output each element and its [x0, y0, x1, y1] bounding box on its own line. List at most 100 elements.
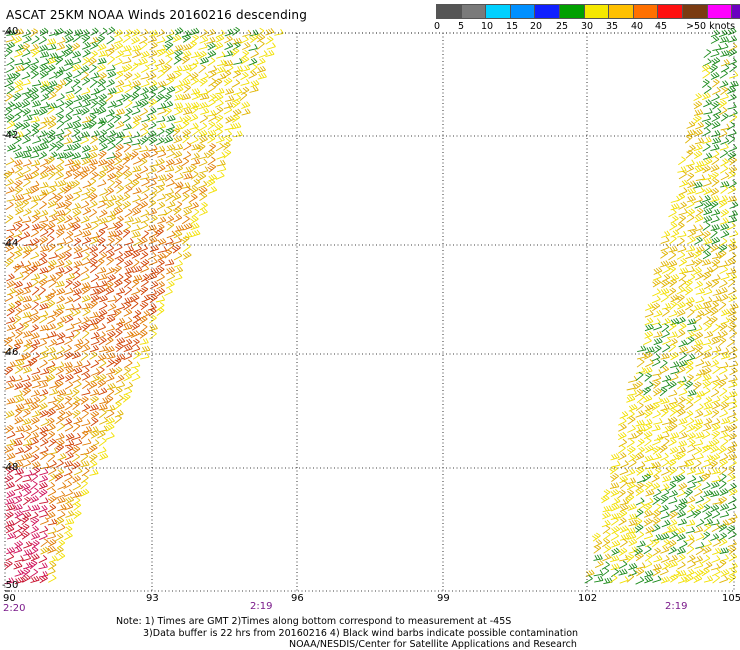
wind-barb	[46, 481, 55, 491]
wind-barb	[90, 232, 100, 239]
wind-barb	[728, 562, 738, 570]
wind-barb	[107, 55, 115, 65]
wind-barb	[233, 58, 243, 65]
wind-barb	[250, 79, 260, 88]
wind-barb	[131, 36, 140, 45]
wind-barb	[695, 287, 705, 295]
wind-barb	[215, 171, 225, 180]
wind-barb	[191, 34, 199, 44]
wind-barb	[695, 503, 704, 512]
wind-barb	[98, 93, 107, 102]
wind-barb	[703, 316, 712, 325]
lon-label: 96	[291, 593, 304, 604]
wind-barb	[72, 108, 82, 116]
wind-barb	[40, 165, 48, 175]
wind-barb	[686, 195, 696, 203]
wind-barb	[719, 431, 729, 439]
wind-barb	[88, 113, 97, 123]
wind-barb	[718, 374, 728, 382]
wind-barb	[686, 374, 694, 384]
wind-barb	[72, 280, 82, 290]
wind-barb	[653, 337, 663, 346]
wind-barb	[712, 107, 722, 116]
wind-barb	[38, 222, 48, 232]
wind-barb	[113, 157, 123, 166]
wind-barb	[165, 48, 175, 57]
wind-barb	[157, 252, 167, 261]
wind-barb	[140, 87, 149, 96]
wind-barb	[81, 122, 91, 130]
wind-barb	[149, 330, 157, 340]
wind-barb	[702, 546, 712, 555]
wind-barb	[678, 351, 687, 361]
wind-barb	[644, 330, 654, 339]
wind-barb	[611, 547, 621, 556]
wind-barb	[113, 151, 123, 160]
wind-barb	[183, 71, 191, 81]
wind-barb	[39, 101, 50, 109]
wind-barb	[661, 467, 670, 476]
wind-barb	[728, 144, 738, 153]
wind-barb	[660, 397, 670, 405]
wind-barb-swaths	[3, 26, 739, 585]
wind-barb	[660, 352, 670, 360]
wind-barb	[107, 330, 116, 340]
wind-barb	[29, 511, 39, 520]
wind-barb	[644, 575, 654, 584]
wind-barb	[678, 322, 687, 331]
wind-barb	[684, 380, 693, 390]
wind-barb	[166, 149, 175, 159]
wind-barb	[132, 72, 141, 81]
wind-barb	[669, 530, 678, 540]
wind-barb	[21, 121, 31, 130]
wind-barb	[719, 409, 728, 418]
wind-barb	[116, 66, 126, 74]
wind-barb	[643, 351, 653, 360]
wind-barb	[80, 107, 90, 116]
wind-barb	[124, 359, 133, 368]
wind-barb	[148, 91, 156, 101]
wind-barb	[12, 113, 21, 123]
wind-barb	[207, 84, 216, 93]
wind-barb	[718, 496, 727, 506]
wind-barb	[231, 99, 241, 109]
wind-barb	[15, 403, 25, 411]
wind-barb	[701, 114, 712, 122]
wind-barb	[107, 214, 116, 223]
wind-barb	[182, 102, 192, 110]
wind-barb	[660, 287, 670, 296]
wind-barb	[181, 192, 190, 202]
wind-barb	[660, 495, 669, 505]
wind-barb	[249, 63, 258, 73]
wind-barb	[701, 567, 710, 577]
wind-barb	[98, 50, 108, 57]
wind-barb	[71, 152, 82, 160]
wind-barb	[256, 65, 266, 74]
wind-barb	[711, 555, 721, 563]
wind-barb	[728, 315, 738, 325]
wind-barb	[131, 217, 142, 225]
wind-barb	[241, 49, 250, 59]
wind-barb	[73, 237, 82, 247]
wind-barb	[719, 237, 728, 247]
wind-barb	[240, 86, 250, 95]
wind-barb	[703, 296, 713, 305]
wind-barb	[165, 127, 175, 137]
wind-barb	[23, 173, 33, 181]
wind-barb	[20, 530, 30, 540]
wind-barb	[97, 57, 107, 65]
wind-barb	[22, 409, 31, 418]
wind-barb	[115, 381, 126, 389]
wind-barb	[138, 329, 148, 339]
wind-barb	[662, 374, 672, 383]
wind-barb	[174, 185, 183, 195]
wind-barb	[728, 459, 737, 468]
wind-barb	[56, 496, 66, 504]
wind-barb	[96, 237, 106, 246]
wind-barb	[695, 495, 705, 504]
wind-barb	[81, 322, 90, 332]
wind-barb	[702, 380, 712, 389]
wind-barb	[652, 575, 662, 583]
wind-barb	[30, 109, 40, 116]
wind-barb	[97, 99, 107, 109]
